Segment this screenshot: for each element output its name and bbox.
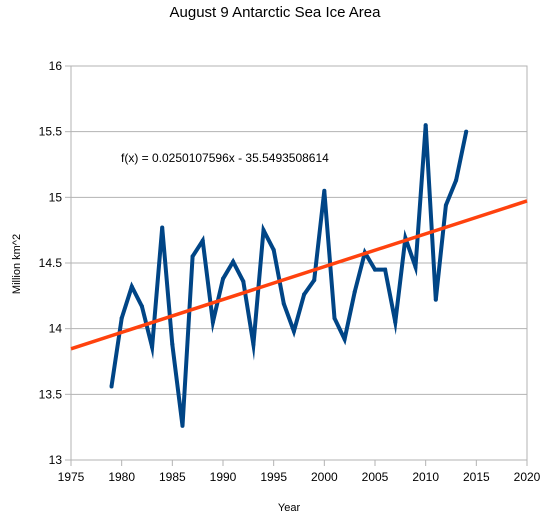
data-point — [423, 123, 428, 128]
data-point — [271, 247, 276, 252]
data-point — [139, 304, 144, 309]
data-point — [129, 284, 134, 289]
data-point — [109, 384, 114, 389]
chart-title: August 9 Antarctic Sea Ice Area — [170, 4, 382, 21]
data-point — [443, 203, 448, 208]
data-point — [433, 297, 438, 302]
y-tick-label: 15 — [49, 190, 63, 204]
data-point — [383, 267, 388, 272]
data-point — [332, 316, 337, 321]
x-tick-label: 1985 — [159, 470, 186, 484]
data-point — [221, 276, 225, 281]
y-tick-label: 14 — [49, 322, 63, 336]
data-point — [241, 279, 246, 284]
data-point — [302, 292, 307, 297]
y-tick-label: 16 — [49, 59, 63, 73]
data-point — [373, 267, 377, 272]
x-tick-label: 2015 — [463, 470, 490, 484]
trendline-equation: f(x) = 0.0250107596x - 35.5493508614 — [121, 151, 329, 165]
data-point — [393, 320, 398, 325]
data-point — [291, 329, 296, 334]
x-tick-label: 2020 — [514, 470, 541, 484]
data-point — [190, 254, 195, 259]
x-tick-label: 1975 — [58, 470, 85, 484]
y-axis-title: Million km^2 — [11, 234, 23, 294]
data-point — [464, 129, 469, 134]
x-tick-label: 1995 — [260, 470, 287, 484]
data-point — [251, 342, 256, 347]
y-tick-label: 13.5 — [39, 387, 63, 401]
x-tick-labels: 1975 1980 1985 1990 1995 2000 2005 2010 2015 2020 — [58, 460, 541, 484]
data-point — [119, 316, 124, 321]
x-tick-label: 2005 — [362, 470, 389, 484]
data-point — [261, 228, 266, 233]
y-tick-label: 13 — [49, 453, 63, 467]
data-point — [231, 259, 236, 264]
data-point — [454, 178, 459, 183]
data-point — [170, 342, 175, 347]
x-tick-label: 2000 — [311, 470, 338, 484]
trendline — [70, 199, 528, 351]
data-point — [312, 278, 317, 283]
grid — [71, 65, 527, 461]
y-tick-labels: 13 13.5 14 14.5 15 15.5 16 — [39, 59, 71, 467]
y-tick-label: 15.5 — [39, 125, 63, 139]
data-point — [322, 188, 327, 193]
data-point — [281, 301, 286, 306]
data-point — [160, 225, 165, 230]
x-tick-label: 1990 — [210, 470, 237, 484]
series-layer — [109, 123, 469, 428]
y-tick-label: 14.5 — [39, 256, 63, 270]
series-line — [109, 124, 469, 427]
trend-layer — [70, 199, 528, 351]
data-point — [150, 345, 155, 350]
data-point — [413, 264, 418, 269]
x-tick-label: 1980 — [108, 470, 135, 484]
data-point — [210, 320, 215, 325]
data-point — [180, 423, 185, 428]
x-axis-title: Year — [278, 502, 301, 514]
data-point — [342, 337, 347, 342]
data-point — [352, 289, 357, 294]
x-tick-label: 2010 — [412, 470, 439, 484]
data-point — [200, 238, 205, 243]
